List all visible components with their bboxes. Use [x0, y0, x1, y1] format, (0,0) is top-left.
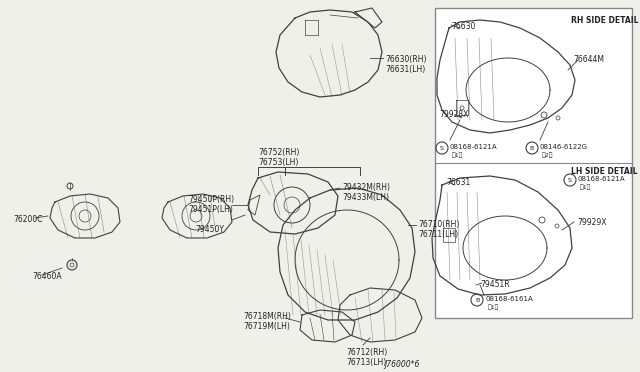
- Text: （1）: （1）: [452, 152, 463, 158]
- Text: 76630: 76630: [451, 22, 476, 31]
- Text: S: S: [568, 177, 572, 183]
- Text: 79451P(LH): 79451P(LH): [188, 205, 233, 214]
- Text: 76710(RH): 76710(RH): [418, 220, 460, 229]
- Text: B: B: [530, 145, 534, 151]
- Text: 76718M(RH): 76718M(RH): [243, 312, 291, 321]
- Text: J76000*6: J76000*6: [385, 360, 420, 369]
- Text: 76460A: 76460A: [32, 272, 61, 281]
- Text: （1）: （1）: [580, 184, 591, 190]
- Text: 08168-6121A: 08168-6121A: [450, 144, 498, 150]
- Text: （1）: （1）: [488, 304, 499, 310]
- Text: LH SIDE DETAIL: LH SIDE DETAIL: [571, 167, 637, 176]
- Text: 76712(RH): 76712(RH): [346, 348, 387, 357]
- Text: 76719M(LH): 76719M(LH): [243, 322, 290, 331]
- Text: 79450P(RH): 79450P(RH): [188, 195, 234, 204]
- Text: 76644M: 76644M: [573, 55, 604, 64]
- Text: 08168-6161A: 08168-6161A: [485, 296, 532, 302]
- Text: 76752(RH): 76752(RH): [258, 148, 300, 157]
- Text: 76711(LH): 76711(LH): [418, 230, 458, 239]
- Text: B: B: [475, 298, 479, 302]
- Text: 79929X: 79929X: [577, 218, 607, 227]
- Text: 76631(LH): 76631(LH): [385, 65, 425, 74]
- Text: 08168-6121A: 08168-6121A: [578, 176, 626, 182]
- Text: RH SIDE DETAIL: RH SIDE DETAIL: [571, 16, 639, 25]
- Text: 76631: 76631: [446, 178, 470, 187]
- Text: 76713(LH): 76713(LH): [346, 358, 387, 367]
- Bar: [435, 8, 632, 318]
- Text: 76753(LH): 76753(LH): [258, 158, 298, 167]
- Text: 79928X: 79928X: [439, 110, 468, 119]
- Text: 79432M(RH): 79432M(RH): [342, 183, 390, 192]
- Text: S: S: [440, 145, 444, 151]
- Text: 79450Y: 79450Y: [195, 225, 224, 234]
- Text: 79451R: 79451R: [480, 280, 509, 289]
- Text: 76630(RH): 76630(RH): [385, 55, 426, 64]
- Text: 76200C: 76200C: [13, 215, 42, 224]
- Text: （2）: （2）: [542, 152, 554, 158]
- Text: 08146-6122G: 08146-6122G: [540, 144, 588, 150]
- Text: 79433M(LH): 79433M(LH): [342, 193, 389, 202]
